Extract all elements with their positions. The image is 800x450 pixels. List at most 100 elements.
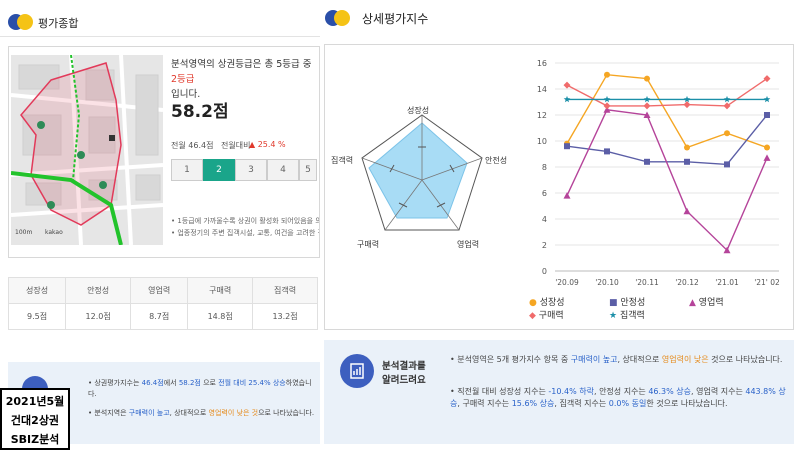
radar-label: 집객력 bbox=[331, 156, 354, 165]
info-line-2: • 분석지역은 구매력이 높고, 상대적으로 영업력이 낮은 것으로 나타났습니… bbox=[88, 408, 316, 419]
data-point bbox=[643, 95, 651, 103]
text: 15.6% 상승 bbox=[511, 399, 555, 408]
table-header: 안정성 bbox=[65, 277, 132, 304]
data-point bbox=[723, 246, 731, 254]
heading-line: 분석결과를 bbox=[382, 361, 426, 372]
text: 한 것으로 나타났습니다. bbox=[646, 399, 728, 408]
grade-box-4: 4 bbox=[267, 159, 299, 181]
line-chart: 0 2 4 6 8 10 12 14 16 '20.09 '20.10 '20.11 '20.12 '21… bbox=[537, 59, 780, 287]
legend-star-icon: ★ bbox=[609, 311, 618, 321]
legend-square-icon: ■ bbox=[609, 298, 618, 308]
text: 에서 bbox=[163, 379, 179, 387]
data-point bbox=[683, 207, 691, 215]
stamp-line-1: 2021년5월 bbox=[5, 395, 65, 408]
summary-panel: 100m kakao 분석영역의 상권등급은 총 5등급 중 2등급 입니다. … bbox=[8, 46, 320, 258]
legend-diamond-icon: ◆ bbox=[529, 311, 536, 321]
data-point bbox=[644, 75, 650, 82]
data-point bbox=[564, 143, 570, 150]
table-cell: 13.2점 bbox=[252, 303, 318, 330]
grade-box-1: 1 bbox=[171, 159, 203, 181]
data-point bbox=[604, 71, 610, 78]
data-point bbox=[724, 161, 730, 168]
text: 46.3% 상승 bbox=[648, 387, 692, 396]
data-point bbox=[684, 144, 690, 151]
table-header: 성장성 bbox=[7, 277, 67, 304]
text: , 상대적으로 bbox=[169, 409, 209, 417]
brand-logo-icon bbox=[8, 12, 34, 32]
text: , 안정성 지수는 bbox=[593, 387, 649, 396]
text: , 구매력 지수는 bbox=[457, 399, 512, 408]
grade-box-5: 5 bbox=[299, 159, 317, 181]
x-tick-label: '20.10 bbox=[595, 278, 619, 287]
table-header: 영업력 bbox=[130, 277, 189, 304]
data-point bbox=[683, 101, 691, 109]
text: 으로 나타났습니다. bbox=[258, 409, 315, 417]
x-tick-label: '20.09 bbox=[555, 278, 579, 287]
legend-label: 안정성 bbox=[620, 298, 646, 308]
total-score: 58.2점 bbox=[171, 102, 229, 122]
legend-item: ● 성장성 bbox=[529, 295, 565, 308]
data-point bbox=[563, 192, 571, 199]
text: • 분석지역은 bbox=[88, 409, 129, 417]
x-tick-label: '20.12 bbox=[675, 278, 699, 287]
result-paragraph-1: • 분석영역은 5개 평가지수 항목 중 구매력이 높고, 상대적으로 영업력이… bbox=[450, 354, 786, 366]
chart-report-icon bbox=[340, 354, 374, 388]
note-1: • 1등급에 가까울수록 상권이 활성화 되어있음을 의미 bbox=[171, 217, 319, 225]
y-tick-label: 10 bbox=[537, 137, 547, 146]
commercial-area-map[interactable]: 100m kakao bbox=[11, 55, 163, 245]
legend-label: 집객력 bbox=[619, 311, 645, 321]
data-point bbox=[563, 81, 571, 89]
legend-label: 성장성 bbox=[539, 298, 565, 308]
detail-panel: 성장성 안전성 영업력 구매력 집객력 0 2 4 6 8 10 12 14 16 '20.09 '… bbox=[324, 44, 794, 330]
radar-label: 안전성 bbox=[485, 156, 508, 165]
data-point bbox=[644, 158, 650, 165]
summary-text: 분석영역의 상권등급은 총 5등급 중 bbox=[171, 59, 312, 70]
legend-circle-icon: ● bbox=[529, 298, 537, 308]
legend-triangle-icon: ▲ bbox=[689, 298, 696, 308]
table-header: 집객력 bbox=[252, 277, 318, 304]
stamp-line-2: 건대2상권 bbox=[10, 414, 60, 427]
data-point bbox=[604, 148, 610, 155]
y-tick-label: 6 bbox=[542, 189, 547, 198]
text: 영업력이 낮은 bbox=[661, 355, 709, 364]
stamp-line-3: SBIZ분석 bbox=[10, 433, 60, 446]
map-brand: kakao bbox=[45, 229, 63, 236]
text: , 집객력 지수는 bbox=[554, 399, 609, 408]
y-tick-label: 2 bbox=[542, 241, 547, 250]
data-point bbox=[723, 102, 731, 110]
heading-line: 알려드려요 bbox=[382, 375, 426, 386]
grade-box-3: 3 bbox=[235, 159, 267, 181]
data-point bbox=[643, 111, 651, 118]
text: 영업력이 낮은 것 bbox=[208, 409, 259, 417]
data-point bbox=[683, 95, 691, 103]
radar-label: 성장성 bbox=[407, 106, 430, 115]
data-point bbox=[724, 130, 730, 137]
data-point bbox=[603, 95, 611, 103]
radar-label: 영업력 bbox=[457, 240, 480, 249]
text: -10.4% 하락 bbox=[548, 387, 594, 396]
data-point bbox=[684, 158, 690, 165]
grade-notes: • 1등급에 가까울수록 상권이 활성화 되어있음을 의미 • 업종정기의 주변… bbox=[171, 215, 319, 239]
result-paragraph-2: • 직전월 대비 성장성 지수는 -10.4% 하락, 안정성 지수는 46.3… bbox=[450, 386, 786, 410]
index-table: 성장성 안정성 영업력 구매력 집객력 9.5점 12.0점 8.7점 14.8… bbox=[7, 277, 318, 330]
text: • 상권평가지수는 bbox=[88, 379, 142, 387]
text: 58.2점 bbox=[178, 379, 201, 387]
note-2: • 업종정기의 주변 집객시설, 교통, 여건을 고려한 결과 bbox=[171, 229, 319, 237]
legend-item: ★ 집객력 bbox=[609, 308, 645, 321]
analysis-stamp: 2021년5월 건대2상권 SBIZ분석 bbox=[0, 388, 70, 450]
divider bbox=[0, 36, 320, 37]
y-tick-label: 14 bbox=[537, 85, 547, 94]
legend-item: ▲ 영업력 bbox=[689, 295, 724, 308]
map-scale: 100m bbox=[15, 229, 33, 236]
text: 하였습니다. bbox=[88, 379, 312, 398]
series-line bbox=[566, 73, 768, 149]
text: , 영업력 지수는 bbox=[691, 387, 746, 396]
data-point bbox=[763, 75, 771, 83]
y-tick-label: 4 bbox=[542, 215, 547, 224]
series-line bbox=[566, 114, 768, 166]
y-tick-label: 12 bbox=[537, 111, 547, 120]
data-point bbox=[723, 95, 731, 103]
summary-grade: 2등급 bbox=[171, 74, 195, 85]
table-cell: 8.7점 bbox=[130, 303, 189, 330]
brand-logo-icon bbox=[325, 8, 351, 28]
